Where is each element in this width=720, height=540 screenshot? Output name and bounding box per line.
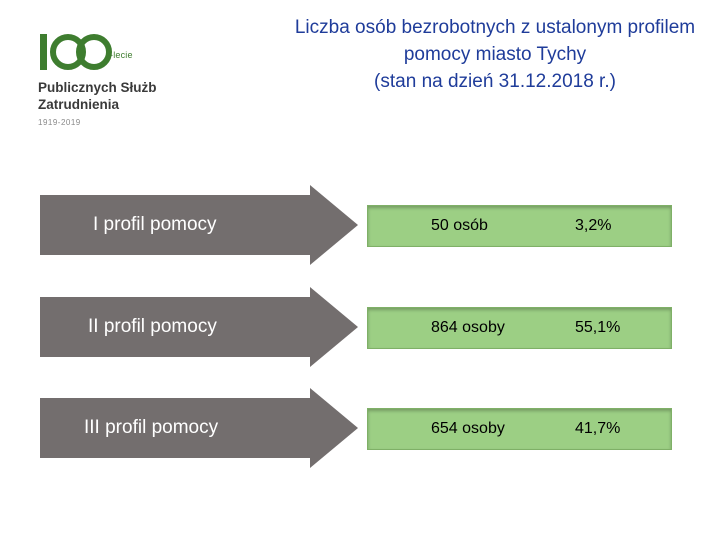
title-line-3: (stan na dzień 31.12.2018 r.) bbox=[374, 71, 616, 92]
percent-value: 55,1% bbox=[575, 319, 621, 336]
percent-value: 3,2% bbox=[575, 217, 612, 234]
count-value: 50 osób bbox=[431, 217, 488, 234]
count-value: 864 osoby bbox=[431, 319, 505, 336]
logo-line-1: Publicznych Służb bbox=[38, 80, 157, 95]
logo-line-2: Zatrudnienia bbox=[38, 97, 120, 112]
profile-label: I profil pomocy bbox=[93, 214, 217, 235]
profile-label: III profil pomocy bbox=[84, 417, 219, 438]
logo-100-graphic bbox=[40, 34, 112, 70]
logo: -lecie Publicznych Służb Zatrudnienia 19… bbox=[38, 30, 208, 130]
profile-label: II profil pomocy bbox=[88, 316, 217, 337]
percent-value: 41,7% bbox=[575, 420, 621, 437]
logo-years: 1919-2019 bbox=[38, 118, 81, 127]
logo-suffix: -lecie bbox=[110, 50, 133, 60]
arrow-shape bbox=[40, 185, 358, 265]
arrow-shape bbox=[40, 287, 358, 367]
profile-row-2: II profil pomocy 864 osoby 55,1% bbox=[0, 287, 720, 367]
value-box: 864 osoby 55,1% bbox=[367, 307, 672, 349]
value-box: 50 osób 3,2% bbox=[367, 205, 672, 247]
value-box: 654 osoby 41,7% bbox=[367, 408, 672, 450]
profile-row-3: III profil pomocy 654 osoby 41,7% bbox=[0, 388, 720, 468]
title-line-1: Liczba osób bezrobotnych z ustalonym pro… bbox=[294, 17, 696, 38]
slide-title: Liczba osób bezrobotnych z ustalonym pro… bbox=[225, 14, 720, 95]
profile-row-1: I profil pomocy 50 osób 3,2% bbox=[0, 185, 720, 265]
title-line-2: pomocy miasto Tychy bbox=[403, 44, 587, 65]
arrow-shape bbox=[40, 388, 358, 468]
count-value: 654 osoby bbox=[431, 420, 505, 437]
